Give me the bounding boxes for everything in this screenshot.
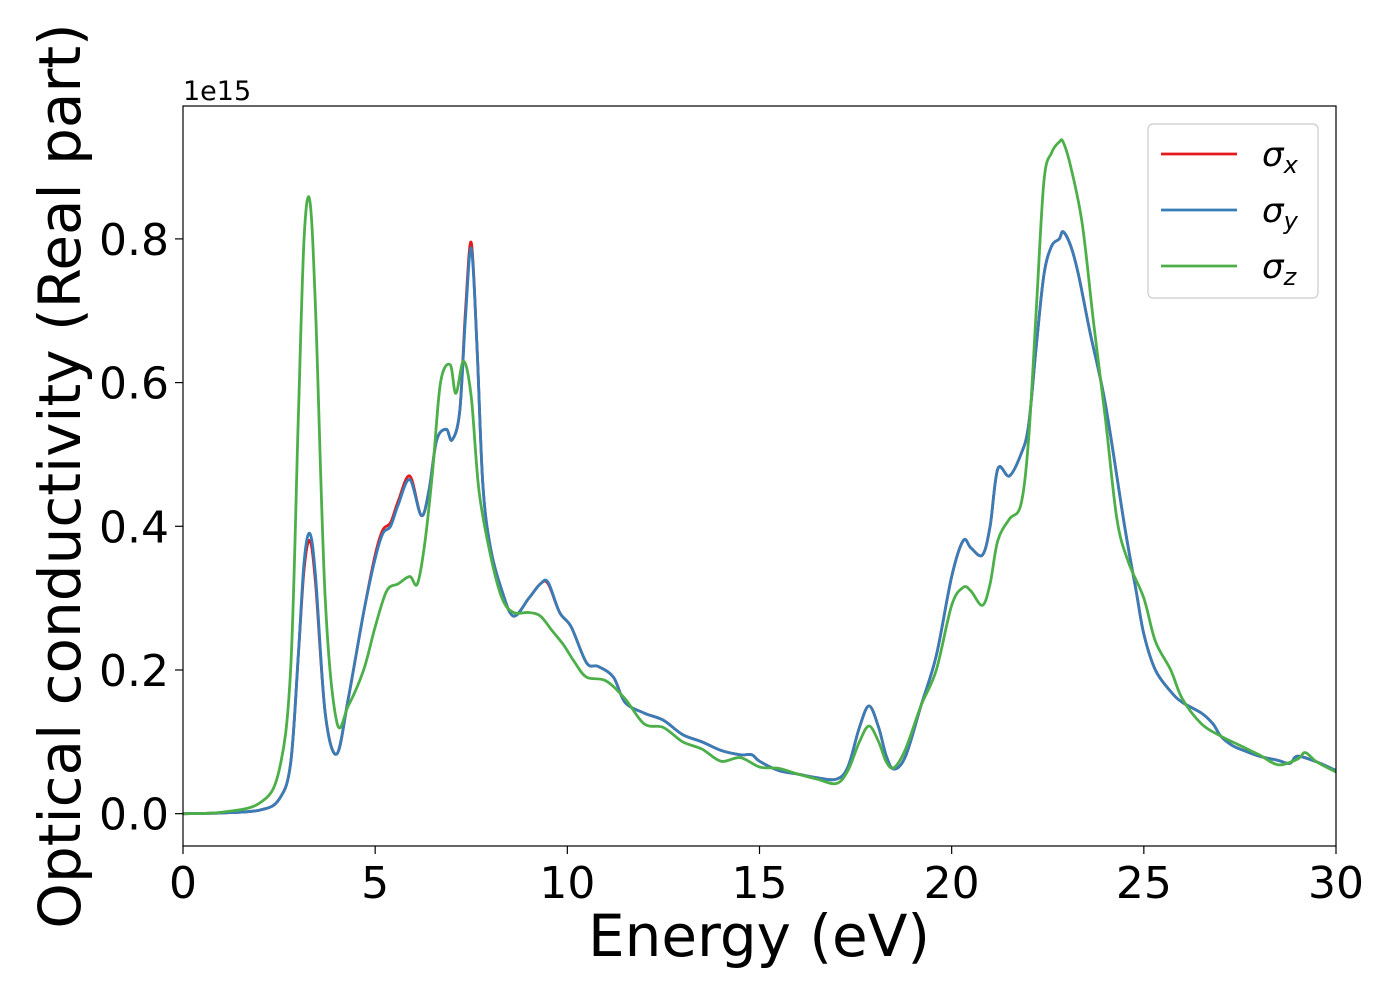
x-tick-label: 15 — [732, 858, 788, 909]
x-tick-label: 0 — [169, 858, 197, 909]
legend: σx σy σz — [1147, 123, 1319, 299]
legend-label-z: σz — [1262, 247, 1298, 291]
x-tick-label: 5 — [361, 858, 389, 909]
series-line-z — [183, 138, 1336, 816]
series-line-x — [183, 230, 1336, 816]
series-line-y — [183, 230, 1336, 816]
y-tick-label: 0.4 — [99, 502, 169, 553]
y-tick-label: 0.6 — [99, 359, 169, 410]
y-tick-label: 0.8 — [99, 215, 169, 266]
x-axis: 0 5 10 15 20 25 30 — [169, 846, 1364, 909]
y-tick-label: 0.0 — [99, 790, 169, 841]
legend-label-y: σy — [1262, 191, 1299, 235]
x-tick-label: 30 — [1308, 858, 1364, 909]
x-tick-label: 20 — [924, 858, 980, 909]
y-axis: 0.0 0.2 0.4 0.6 0.8 — [99, 215, 183, 841]
y-offset-label: 1e15 — [183, 76, 251, 107]
x-axis-title: Energy (eV) — [588, 902, 930, 970]
x-tick-label: 25 — [1116, 858, 1172, 909]
y-axis-title: Optical conductivity (Real part) — [26, 23, 94, 928]
legend-label-x: σx — [1262, 135, 1299, 179]
x-tick-label: 10 — [539, 858, 595, 909]
y-tick-label: 0.2 — [99, 646, 169, 697]
series-layer — [183, 138, 1336, 816]
